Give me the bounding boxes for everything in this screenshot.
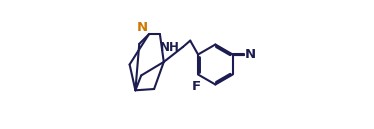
Text: F: F	[192, 80, 201, 93]
Text: N: N	[136, 21, 147, 34]
Text: N: N	[245, 48, 256, 61]
Text: NH: NH	[160, 41, 180, 54]
